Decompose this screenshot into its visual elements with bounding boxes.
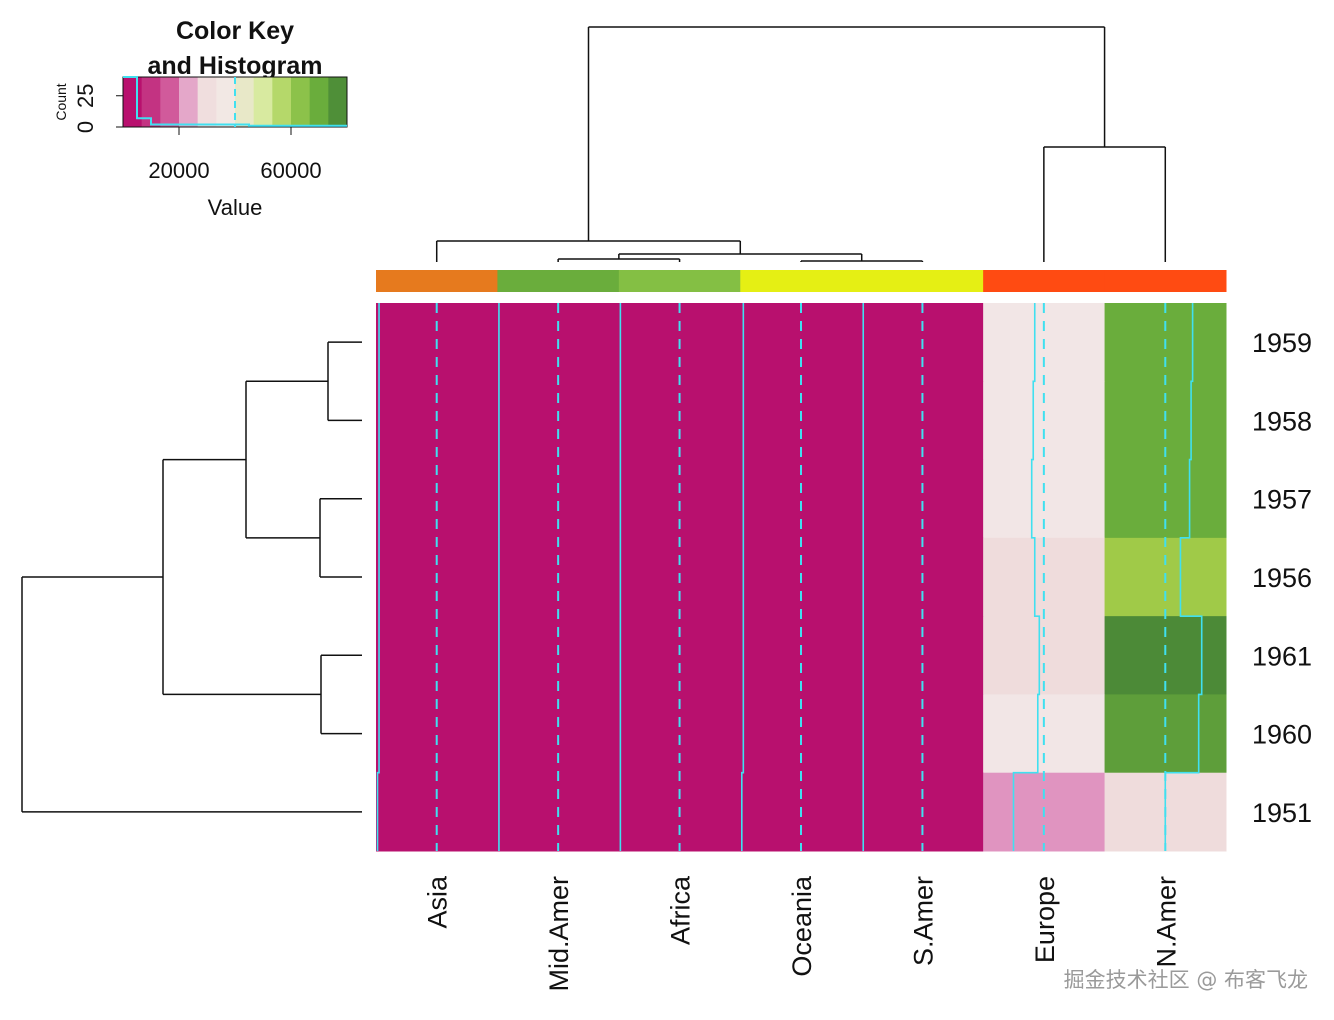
row-label: 1960 <box>1252 720 1312 750</box>
row-label: 1958 <box>1252 406 1312 436</box>
key-xlabel: Value <box>208 195 263 220</box>
key-x-axis: 20000 60000 <box>148 127 322 183</box>
column-side-color <box>740 270 863 292</box>
key-color-swatch <box>253 77 273 127</box>
column-side-colors <box>376 270 1227 292</box>
column-label: Africa <box>666 875 696 945</box>
key-color-swatch <box>179 77 199 127</box>
row-labels: 1959 1958 1957 1956 1961 1960 1951 <box>1252 328 1312 828</box>
key-title-line1: Color Key <box>176 17 294 45</box>
watermark: 掘金技术社区 @ 布客飞龙 <box>1063 968 1308 992</box>
trace-line <box>1164 303 1203 851</box>
row-label: 1959 <box>1252 328 1312 358</box>
trace-line <box>1012 303 1041 851</box>
key-histogram <box>123 76 347 127</box>
column-labels: Asia Mid.Amer Africa Oceania S.Amer Europe N.A… <box>423 875 1182 991</box>
row-label: 1961 <box>1252 641 1312 671</box>
key-color-swatch <box>291 77 311 127</box>
key-color-swatch <box>328 77 348 127</box>
column-side-color <box>861 270 984 292</box>
key-x-tick-label: 60000 <box>260 158 321 183</box>
column-side-color <box>1104 270 1227 292</box>
column-label: Oceania <box>787 875 817 977</box>
key-x-tick-label: 20000 <box>148 158 209 183</box>
key-title-line2: and Histogram <box>147 52 322 80</box>
key-color-swatch <box>235 77 255 127</box>
column-label: Europe <box>1030 876 1060 963</box>
key-y-tick-label: 0 <box>73 121 98 133</box>
row-label: 1956 <box>1252 563 1312 593</box>
column-dendrogram <box>435 26 1167 262</box>
column-label: S.Amer <box>908 876 938 966</box>
column-side-color <box>497 270 620 292</box>
column-label: Mid.Amer <box>544 876 574 992</box>
key-color-swatch <box>123 77 143 127</box>
color-key: Color Key and Histogram 20000 60000 0 25 V… <box>53 17 348 220</box>
row-label: 1957 <box>1252 485 1312 515</box>
column-label: N.Amer <box>1151 876 1181 968</box>
key-ylabel: Count <box>53 83 69 120</box>
key-y-tick-label: 25 <box>73 84 98 108</box>
key-color-swatch <box>141 77 161 127</box>
heatmap-traces <box>376 303 1203 851</box>
key-color-swatch <box>197 77 217 127</box>
column-side-color <box>618 270 741 292</box>
key-color-swatch <box>309 77 329 127</box>
key-color-swatch <box>216 77 236 127</box>
key-color-swatch <box>160 77 180 127</box>
row-label: 1951 <box>1252 798 1312 828</box>
key-histogram-line <box>123 76 347 127</box>
column-side-color <box>983 270 1106 292</box>
column-label: Asia <box>423 875 453 929</box>
trace-line <box>741 303 745 851</box>
key-y-axis: 0 25 <box>73 84 124 133</box>
column-side-color <box>376 270 498 292</box>
key-color-swatch <box>272 77 292 127</box>
trace-line <box>376 303 380 851</box>
row-dendrogram <box>21 341 362 813</box>
key-gradient <box>122 76 348 128</box>
